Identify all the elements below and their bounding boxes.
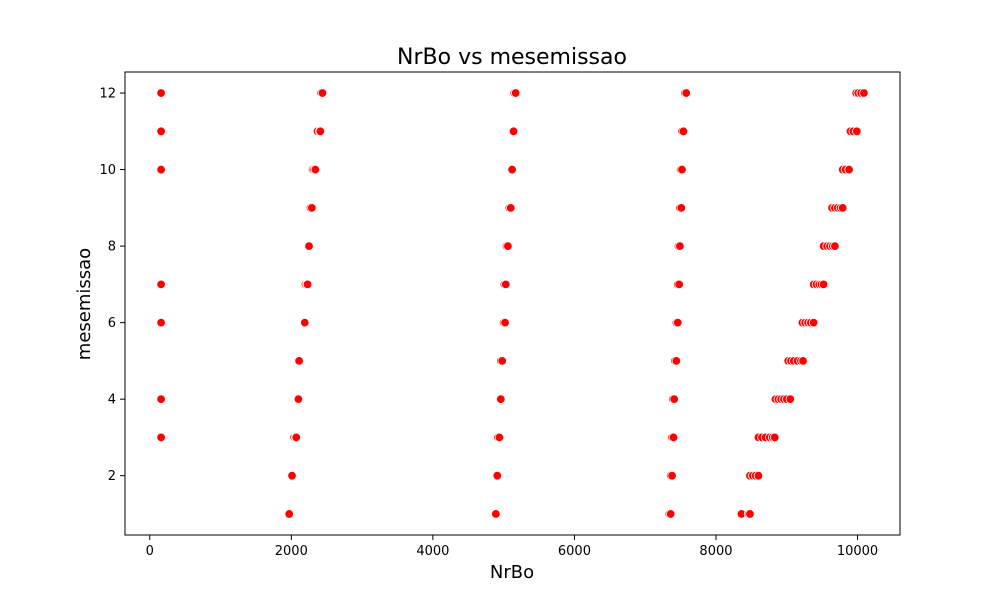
data-point: [317, 88, 328, 98]
data-point: [506, 203, 516, 213]
data-point: [844, 164, 854, 175]
x-tick-label: 2000: [275, 544, 308, 559]
data-point: [156, 317, 166, 328]
data-point: [302, 279, 313, 290]
x-tick-label: 0: [146, 544, 154, 559]
data-point: [491, 509, 501, 519]
x-tick-label: 4000: [416, 544, 449, 559]
data-point: [852, 126, 862, 137]
data-point: [294, 356, 304, 366]
x-tick-label: 8000: [699, 544, 732, 559]
y-tick-label: 2: [108, 469, 116, 484]
y-tick-label: 8: [108, 240, 116, 255]
data-point: [753, 470, 764, 481]
plot-frame: [124, 71, 901, 536]
y-tick-label: 6: [108, 316, 116, 331]
data-point: [156, 394, 166, 404]
data-point: [501, 279, 511, 290]
data-point: [669, 394, 679, 404]
data-point: [156, 432, 166, 443]
data-point: [859, 88, 869, 98]
data-point: [681, 88, 691, 98]
data-point: [300, 317, 310, 328]
data-point: [676, 203, 687, 213]
data-point: [673, 317, 683, 328]
data-point: [291, 432, 301, 443]
data-point: [496, 394, 506, 404]
data-point: [315, 126, 326, 137]
data-point: [677, 164, 687, 175]
data-point: [284, 509, 294, 519]
data-point: [674, 279, 684, 290]
y-axis-label: mesemissao: [74, 248, 95, 360]
y-axis-ticks: 2 4 6 8 10 12: [99, 87, 125, 484]
data-point: [667, 470, 677, 481]
data-point: [494, 432, 505, 443]
data-point: [503, 241, 513, 251]
data-point: [287, 470, 297, 481]
data-point: [304, 241, 314, 251]
x-axis-label: NrBo: [490, 562, 534, 583]
data-point: [678, 126, 689, 137]
data-point: [293, 394, 304, 404]
data-point: [507, 164, 517, 175]
x-axis-ticks: 0 2000 4000 6000 8000 10000: [146, 535, 878, 559]
data-point: [665, 509, 676, 519]
data-point: [818, 279, 829, 290]
data-point: [156, 164, 166, 175]
data-point: [798, 356, 808, 366]
data-point: [508, 126, 519, 137]
data-point: [671, 356, 682, 366]
data-point: [785, 394, 795, 404]
y-tick-label: 10: [99, 163, 116, 178]
data-point: [500, 317, 510, 328]
data-point: [156, 279, 166, 290]
data-point: [156, 126, 166, 137]
data-point: [310, 164, 321, 175]
x-tick-label: 6000: [558, 544, 591, 559]
data-point: [770, 432, 780, 443]
data-point: [510, 88, 521, 98]
plot-area: [124, 71, 901, 536]
y-tick-label: 12: [99, 87, 116, 102]
data-point: [675, 241, 685, 251]
chart-title: NrBo vs mesemissao: [397, 45, 627, 70]
x-tick-label: 10000: [837, 544, 878, 559]
data-point: [492, 470, 502, 481]
data-point: [156, 88, 166, 98]
data-point: [307, 203, 317, 213]
data-point: [808, 317, 819, 328]
data-point: [745, 509, 755, 519]
points-layer: [156, 88, 869, 519]
data-point: [830, 241, 840, 251]
y-tick-label: 4: [108, 393, 116, 408]
data-point: [837, 203, 848, 213]
data-point: [668, 432, 679, 443]
data-point: [497, 356, 507, 366]
